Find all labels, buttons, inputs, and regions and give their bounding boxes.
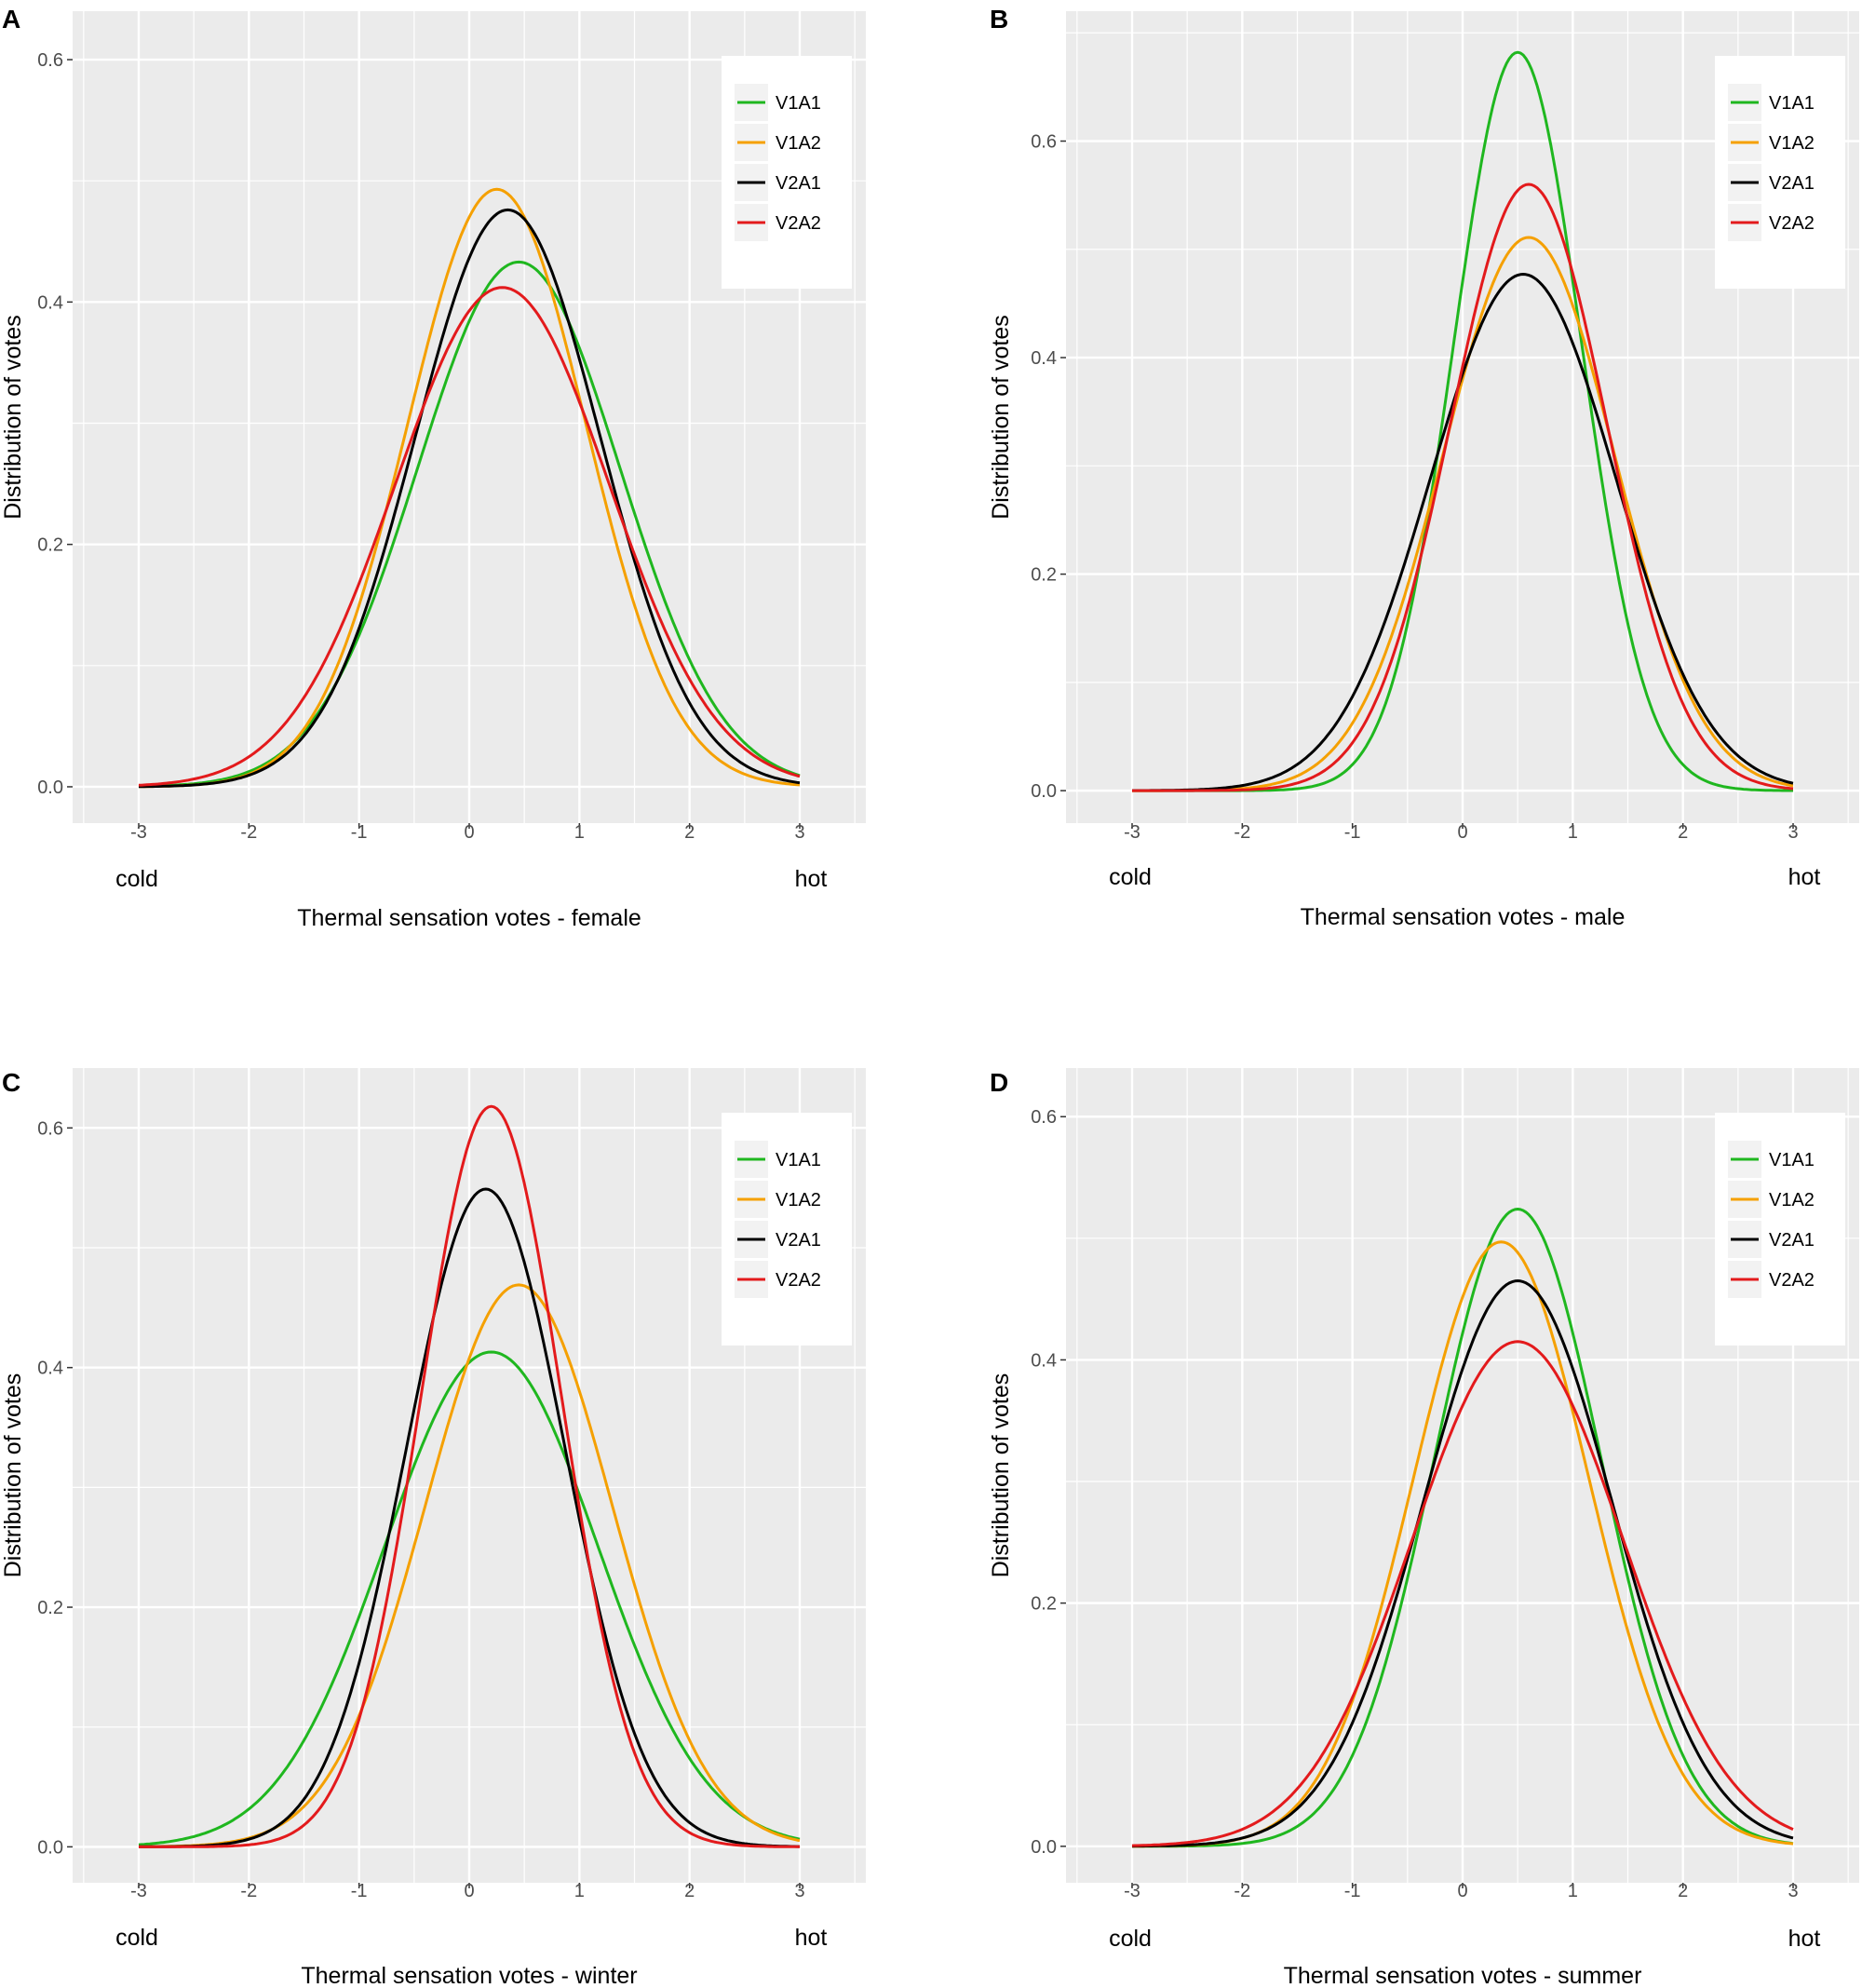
legend-label-v2a2: V2A2 [776,1270,821,1291]
x-tick-label: 2 [684,1881,695,1901]
x-tick-label: -1 [1344,822,1361,843]
x-tick-label: 0 [1457,822,1467,843]
legend-label-v1a2: V1A2 [776,133,821,154]
series-line-v2a1 [1132,273,1794,792]
y-tick-label: 0.4 [1031,1350,1057,1371]
x-axis-title: Thermal sensation votes - female [297,905,641,931]
x-tick-label: -1 [1344,1881,1361,1901]
x-tick-label: -3 [1124,822,1140,843]
x-tick-label: 2 [1678,822,1688,843]
legend: V1A1 V1A2 V2A1 V2A2 [1715,1113,1845,1346]
panel-letter-a: A [2,5,20,34]
legend: V1A1 V1A2 V2A1 V2A2 [722,56,852,289]
y-tick-label: 0.6 [37,1118,63,1139]
x-end-label-cold: cold [115,866,158,892]
series-line-v2a2 [138,286,801,787]
x-tick-label: 2 [1678,1881,1688,1901]
x-tick-label: 0 [1457,1881,1467,1901]
series-line-v2a2 [1131,1340,1794,1847]
legend-label-v1a1: V1A1 [776,93,821,114]
y-tick-label: 0.4 [37,292,63,313]
x-axis-title: Thermal sensation votes - male [1301,904,1626,930]
y-tick-label: 0.4 [1031,348,1057,369]
x-tick-label: 3 [1788,822,1798,843]
x-tick-label: -2 [240,1881,257,1901]
y-axis-title: Distribution of votes [0,1373,26,1578]
x-tick-label: 1 [574,1881,585,1901]
x-tick-label: -3 [130,822,147,843]
panel-a: A 0.0 0.2 0.4 0.6 -3 -2 -1 0 1 2 3 cold hot Thermal se… [0,5,866,931]
x-end-label-hot: hot [1788,864,1821,890]
x-tick-label: -3 [130,1881,147,1901]
x-tick-label: -2 [1234,1881,1250,1901]
legend-label-v2a2: V2A2 [1769,213,1815,234]
series-line-v2a1 [1131,1279,1794,1848]
x-tick-label: 3 [794,1881,804,1901]
x-end-label-hot: hot [795,1925,828,1951]
x-tick-label: -2 [240,822,257,843]
y-axis-title: Distribution of votes [988,1373,1014,1578]
legend-label-v1a1: V1A1 [1769,1150,1815,1170]
y-tick-label: 0.2 [1031,1594,1057,1615]
y-tick-label: 0.2 [37,535,63,556]
legend-label-v2a1: V2A1 [1769,1230,1815,1251]
x-tick-label: 1 [1568,822,1578,843]
x-tick-label: 2 [684,822,695,843]
x-tick-label: 0 [464,1881,474,1901]
legend-label-v1a2: V1A2 [1769,133,1815,154]
legend-label-v1a1: V1A1 [776,1150,821,1170]
y-tick-label: 0.6 [37,50,63,71]
x-tick-label: -1 [351,1881,368,1901]
legend-label-v2a1: V2A1 [776,1230,821,1251]
y-tick-label: 0.0 [1031,1837,1057,1858]
x-tick-label: -3 [1124,1881,1140,1901]
x-tick-label: 1 [1568,1881,1578,1901]
legend-label-v2a1: V2A1 [776,173,821,194]
legend-label-v1a1: V1A1 [1769,93,1815,114]
legend-label-v1a2: V1A2 [776,1190,821,1210]
panel-letter-d: D [990,1068,1008,1097]
legend: V1A1 V1A2 V2A1 V2A2 [1715,56,1845,289]
x-end-label-cold: cold [1109,1926,1152,1952]
series-line-v2a1 [139,1187,800,1848]
x-tick-label: -2 [1234,822,1250,843]
y-tick-label: 0.4 [37,1359,63,1379]
legend-label-v2a2: V2A2 [1769,1270,1815,1291]
legend-label-v2a1: V2A1 [1769,173,1815,194]
panel-d: D 0.0 0.2 0.4 0.6 -3 -2 -1 0 1 2 3 cold hot Thermal se… [988,1068,1859,1988]
series-line-v1a1 [1132,1208,1794,1848]
panel-c: C 0.0 0.2 0.4 0.6 -3 -2 -1 0 1 2 3 cold hot Thermal se… [0,1068,866,1988]
x-tick-label: 1 [574,822,585,843]
x-end-label-hot: hot [1788,1926,1821,1952]
panel-letter-c: C [2,1068,20,1097]
x-tick-label: 0 [464,822,474,843]
y-tick-label: 0.6 [1031,1107,1057,1128]
x-tick-label: -1 [351,822,368,843]
legend-label-v1a2: V1A2 [1769,1190,1815,1210]
y-axis-title: Distribution of votes [0,315,26,520]
panel-letter-b: B [990,5,1008,34]
x-axis-title: Thermal sensation votes - winter [301,1963,637,1988]
x-tick-label: 3 [794,822,804,843]
x-end-label-hot: hot [795,866,828,892]
y-tick-label: 0.0 [37,778,63,798]
series-line-v2a2 [139,1104,800,1848]
y-tick-label: 0.2 [37,1598,63,1618]
x-axis-title: Thermal sensation votes - summer [1284,1963,1642,1988]
y-tick-label: 0.2 [1031,565,1057,586]
x-end-label-cold: cold [1109,864,1152,890]
y-tick-label: 0.0 [37,1837,63,1858]
y-tick-label: 0.0 [1031,781,1057,802]
y-axis-title: Distribution of votes [988,315,1014,520]
panel-b: B 0.0 0.2 0.4 0.6 -3 -2 -1 0 1 2 3 cold hot Thermal se… [988,5,1859,930]
x-end-label-cold: cold [115,1925,158,1951]
legend: V1A1 V1A2 V2A1 V2A2 [722,1113,852,1346]
legend-label-v2a2: V2A2 [776,213,821,234]
x-tick-label: 3 [1788,1881,1798,1901]
series-line-v2a1 [139,208,801,789]
y-tick-label: 0.6 [1031,132,1057,153]
series-line-v1a1 [138,260,801,788]
series-line-v2a2 [1132,183,1794,792]
